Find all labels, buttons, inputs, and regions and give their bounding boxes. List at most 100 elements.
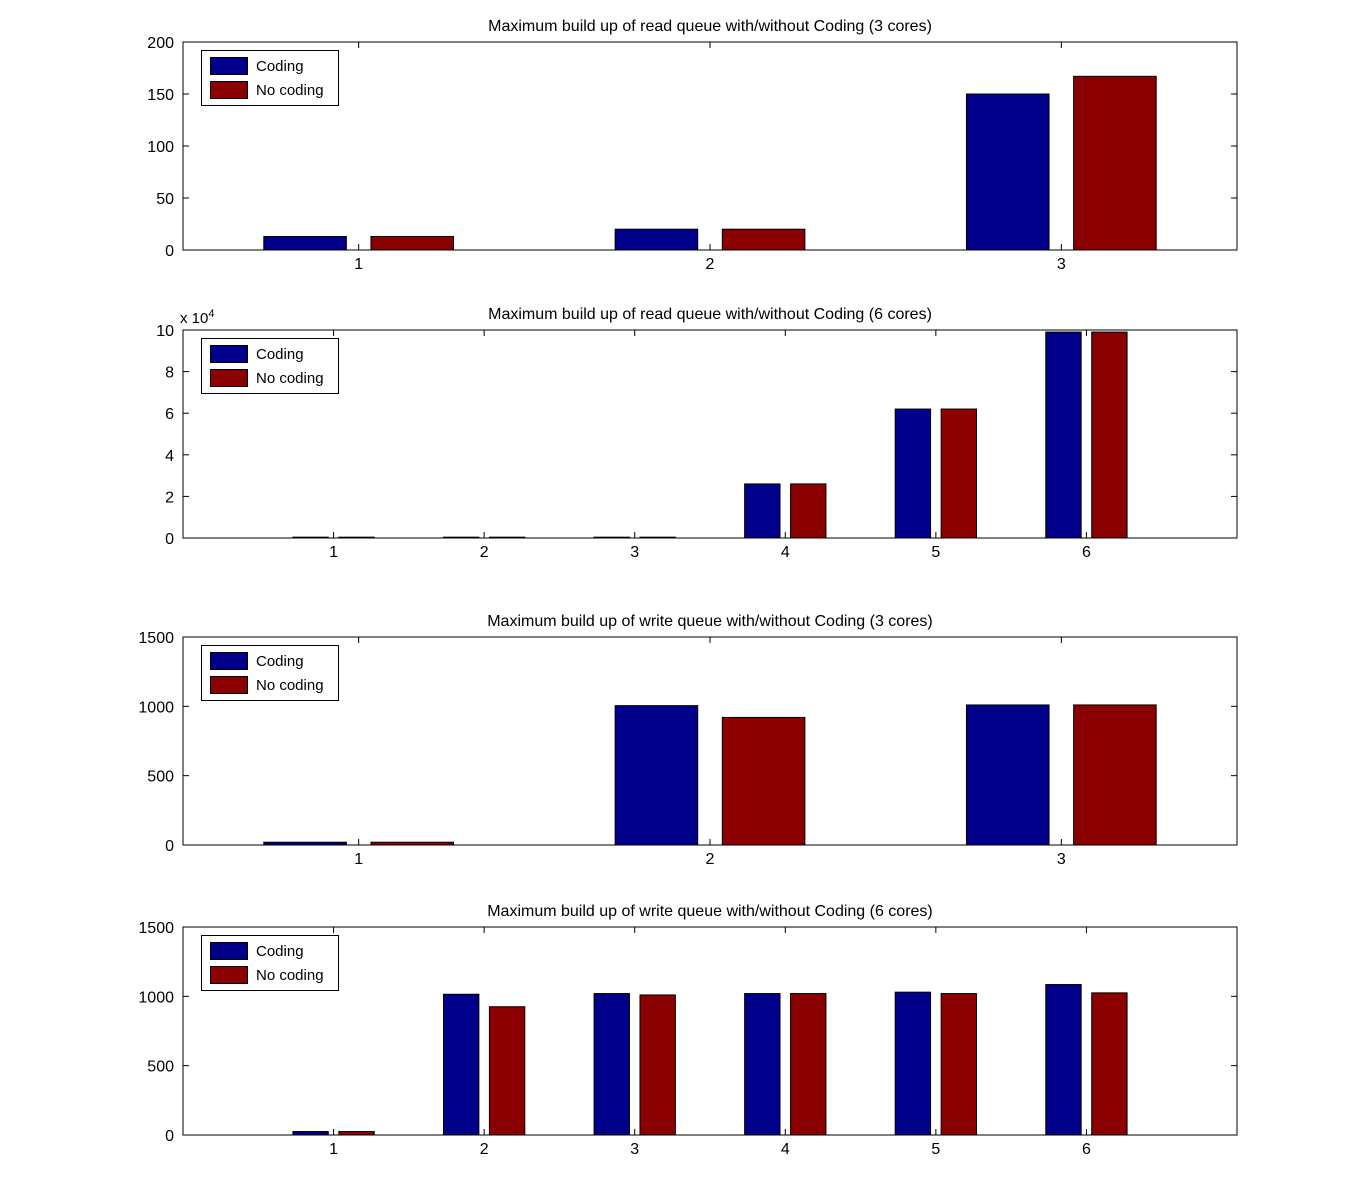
- bar-no-coding: [639, 994, 676, 1136]
- chart-plot: 0 50 100 150 200 1 2 3: [147, 35, 1238, 273]
- legend-label: No coding: [256, 81, 324, 99]
- bar-coding: [614, 228, 699, 251]
- bar-coding: [965, 93, 1050, 251]
- legend-swatch-coding: [210, 652, 248, 670]
- y-axis-exponent-label: x 104: [180, 308, 214, 327]
- y-tick-label: 6: [165, 406, 174, 423]
- x-tick-label: 1: [354, 256, 363, 273]
- x-tick-label: 5: [931, 544, 940, 561]
- bar-coding: [263, 841, 347, 846]
- chart-write-queue-6cores: Maximum build up of write queue with/wit…: [0, 895, 1366, 1185]
- legend-swatch-coding: [210, 942, 248, 960]
- legend-item: Coding: [210, 57, 324, 75]
- legend-label: No coding: [256, 966, 324, 984]
- y-tick-label: 500: [147, 1059, 174, 1076]
- y-tick-label: 4: [165, 448, 174, 465]
- bar-coding: [894, 991, 932, 1136]
- y-tick-label: 500: [147, 769, 174, 786]
- chart-read-queue-6cores: Maximum build up of read queue with/with…: [0, 298, 1366, 588]
- y-tick-label: 8: [165, 365, 174, 382]
- legend-swatch-no-coding: [210, 369, 248, 387]
- y-tick-label: 0: [165, 838, 174, 855]
- legend-label: No coding: [256, 676, 324, 694]
- bar-no-coding: [338, 1131, 375, 1136]
- x-tick-label: 4: [781, 1141, 790, 1158]
- bar-coding: [442, 993, 480, 1136]
- legend: Coding No coding: [201, 935, 339, 991]
- legend-item: No coding: [210, 369, 324, 387]
- bar-no-coding: [639, 536, 676, 539]
- bar-coding: [1045, 331, 1082, 539]
- axes-box: [182, 636, 1238, 846]
- y-tick-label: 2: [165, 489, 174, 506]
- bar-no-coding: [338, 536, 375, 539]
- legend-swatch-coding: [210, 57, 248, 75]
- y-tick-label: 1500: [138, 920, 174, 937]
- x-tick-label: 1: [329, 544, 338, 561]
- bar-coding: [965, 704, 1050, 846]
- legend-swatch-coding: [210, 345, 248, 363]
- y-tick-label: 1500: [138, 630, 174, 647]
- legend-swatch-no-coding: [210, 81, 248, 99]
- bar-coding: [593, 536, 630, 539]
- x-tick-label: 1: [354, 851, 363, 868]
- legend-item: Coding: [210, 942, 324, 960]
- legend-item: No coding: [210, 676, 324, 694]
- legend-label: Coding: [256, 57, 304, 75]
- bar-coding: [744, 993, 781, 1136]
- y-tick-label: 100: [147, 139, 174, 156]
- bar-coding: [614, 705, 699, 846]
- bar-no-coding: [721, 228, 806, 251]
- y-tick-label: 0: [165, 243, 174, 260]
- y-tick-label: 50: [156, 191, 174, 208]
- legend: Coding No coding: [201, 645, 339, 701]
- bar-no-coding: [790, 483, 827, 539]
- x-tick-label: 2: [706, 256, 715, 273]
- bar-coding: [263, 235, 347, 251]
- y-tick-label: 200: [147, 35, 174, 52]
- bar-coding: [894, 408, 932, 539]
- x-tick-label: 3: [1057, 256, 1066, 273]
- bar-no-coding: [370, 841, 455, 846]
- bar-no-coding: [488, 1006, 526, 1136]
- bar-no-coding: [370, 235, 455, 251]
- bar-no-coding: [488, 536, 526, 539]
- bar-coding: [1045, 984, 1082, 1136]
- y-tick-label: 0: [165, 531, 174, 548]
- x-tick-label: 3: [630, 1141, 639, 1158]
- bar-no-coding: [940, 993, 978, 1136]
- legend-label: No coding: [256, 369, 324, 387]
- chart-write-queue-3cores: Maximum build up of write queue with/wit…: [0, 605, 1366, 895]
- y-tick-label: 1000: [138, 989, 174, 1006]
- y-tick-label: 150: [147, 87, 174, 104]
- x-tick-label: 2: [480, 1141, 489, 1158]
- legend-swatch-no-coding: [210, 966, 248, 984]
- bar-no-coding: [1091, 992, 1128, 1136]
- bar-coding: [292, 536, 329, 539]
- legend: Coding No coding: [201, 338, 339, 394]
- x-tick-label: 1: [329, 1141, 338, 1158]
- legend-item: Coding: [210, 652, 324, 670]
- bar-no-coding: [1073, 704, 1157, 846]
- y-axis-exponent-power: 4: [208, 308, 215, 320]
- chart-title: Maximum build up of read queue with/with…: [488, 18, 932, 35]
- chart-plot: 0 500 1000 1500 1 2 3 4 5 6: [138, 920, 1238, 1158]
- chart-title: Maximum build up of write queue with/wit…: [487, 903, 933, 920]
- legend-item: No coding: [210, 81, 324, 99]
- y-tick-label: 0: [165, 1128, 174, 1145]
- x-tick-label: 5: [931, 1141, 940, 1158]
- chart-title: Maximum build up of read queue with/with…: [488, 306, 932, 323]
- chart-read-queue-3cores: Maximum build up of read queue with/with…: [0, 10, 1366, 300]
- bar-no-coding: [940, 408, 978, 539]
- y-tick-label: 1000: [138, 699, 174, 716]
- legend-item: No coding: [210, 966, 324, 984]
- legend-label: Coding: [256, 652, 304, 670]
- bar-no-coding: [1091, 331, 1128, 539]
- bar-no-coding: [721, 716, 806, 846]
- legend-item: Coding: [210, 345, 324, 363]
- bar-coding: [442, 536, 480, 539]
- x-tick-label: 3: [630, 544, 639, 561]
- x-tick-label: 4: [781, 544, 790, 561]
